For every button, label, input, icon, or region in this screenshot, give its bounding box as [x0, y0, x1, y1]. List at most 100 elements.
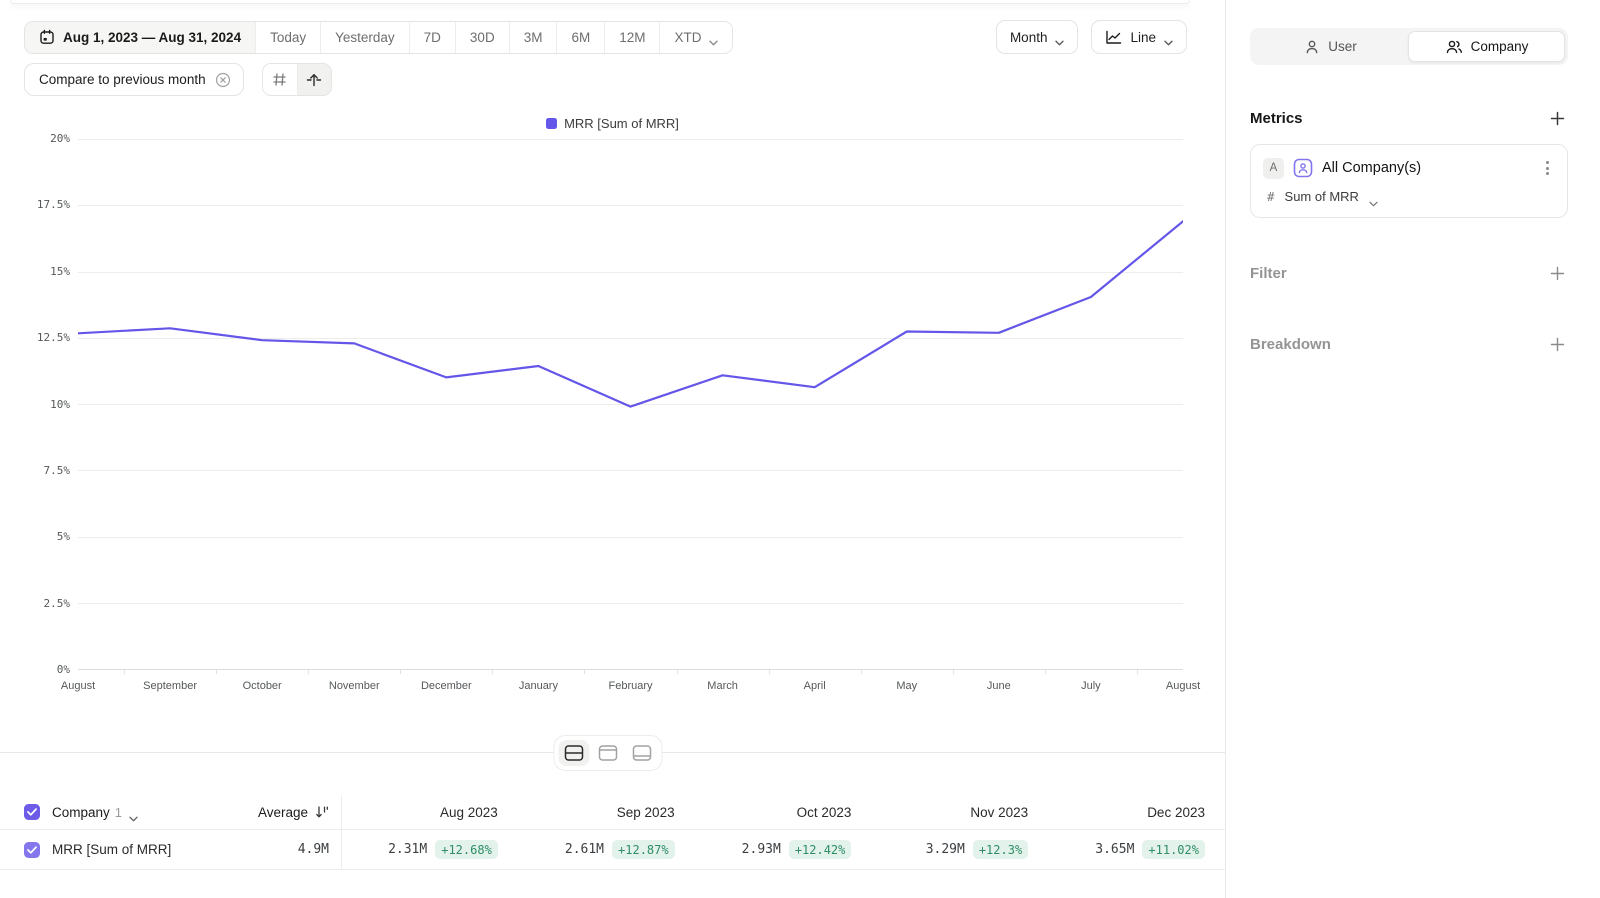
- preset-6m[interactable]: 6M: [556, 21, 605, 53]
- tab-company[interactable]: Company: [1408, 31, 1565, 62]
- delta-badge: +11.02%: [1142, 840, 1205, 859]
- chart-legend[interactable]: MRR [Sum of MRR]: [0, 116, 1225, 131]
- chart-plot-area[interactable]: [76, 139, 1185, 680]
- preset-30d[interactable]: 30D: [454, 21, 509, 53]
- metrics-section-header: Metrics: [1250, 107, 1568, 129]
- add-metric-button[interactable]: [1546, 107, 1568, 129]
- series-line[interactable]: [76, 220, 1185, 408]
- cell-value: 3.65M: [1095, 842, 1135, 857]
- add-filter-button[interactable]: [1546, 262, 1568, 284]
- group-by-dropdown[interactable]: Company 1: [52, 804, 138, 822]
- calendar-icon: [39, 29, 55, 45]
- column-header[interactable]: Oct 2023: [796, 804, 852, 820]
- row-checkbox[interactable]: [24, 841, 40, 858]
- cell-value: 3.29M: [925, 842, 965, 857]
- chart-canvas[interactable]: [76, 139, 1185, 675]
- entity-tabs: User Company: [1250, 28, 1568, 65]
- preset-12m[interactable]: 12M: [604, 21, 660, 53]
- chart-option-toggles: [261, 63, 332, 96]
- split-view-icon: [564, 745, 584, 761]
- chevron-down-icon: [1164, 34, 1173, 46]
- select-all-checkbox[interactable]: [24, 804, 40, 820]
- filter-section-header: Filter: [1250, 262, 1568, 284]
- legend-swatch: [546, 118, 558, 129]
- main-panel: Aug 1, 2023 — Aug 31, 2024 Today Yesterd…: [0, 0, 1225, 870]
- toolbar-secondary: Compare to previous month: [24, 63, 1201, 96]
- grid-hash-icon: [272, 72, 287, 87]
- preset-3m[interactable]: 3M: [508, 21, 557, 53]
- x-axis-tick-label: May: [896, 680, 918, 692]
- remove-compare-icon[interactable]: [215, 72, 231, 88]
- x-axis-tick-label: August: [1165, 680, 1201, 692]
- x-axis-tick-label: February: [608, 680, 653, 692]
- split-view-button[interactable]: [558, 740, 590, 766]
- chevron-down-icon: [129, 809, 138, 822]
- metric-menu-button[interactable]: [1542, 157, 1553, 179]
- delta-badge: +12.42%: [788, 840, 852, 859]
- y-axis-tick-label: 2.5%: [43, 596, 71, 610]
- chart-view-button[interactable]: [592, 740, 624, 766]
- tab-user-label: User: [1328, 39, 1357, 54]
- gridlines-toggle-button[interactable]: [262, 64, 297, 95]
- line-chart-icon: [1105, 30, 1122, 45]
- y-axis-tick-label: 17.5%: [36, 198, 70, 212]
- series-name: MRR [Sum of MRR]: [52, 842, 172, 857]
- chevron-down-icon: [1369, 194, 1378, 206]
- granularity-dropdown[interactable]: Month: [995, 20, 1079, 54]
- preset-xtd-dropdown[interactable]: XTD: [659, 21, 733, 53]
- x-axis-tick-label: November: [328, 680, 380, 692]
- company-card-icon: [1293, 158, 1313, 178]
- x-axis-tick-label: June: [986, 680, 1011, 692]
- x-axis-tick-label: October: [242, 680, 282, 692]
- numeric-hash-icon: #: [1267, 189, 1275, 204]
- add-breakdown-button[interactable]: [1546, 333, 1568, 355]
- tab-user[interactable]: User: [1253, 31, 1408, 62]
- y-axis-tick-label: 12.5%: [36, 331, 70, 345]
- cell-value: 2.61M: [564, 842, 605, 857]
- granularity-label: Month: [1009, 29, 1048, 45]
- y-axis-tick-label: 15%: [50, 264, 70, 278]
- date-range-label: Aug 1, 2023 — Aug 31, 2024: [63, 29, 242, 45]
- chart-view-icon: [598, 745, 618, 761]
- date-range-button[interactable]: Aug 1, 2023 — Aug 31, 2024: [25, 21, 256, 53]
- compare-chip-label: Compare to previous month: [39, 72, 206, 87]
- x-axis-tick-label: April: [803, 680, 826, 692]
- cell-value: 2.31M: [388, 842, 428, 857]
- chart-controls: Month Line: [995, 20, 1187, 54]
- tab-company-label: Company: [1470, 39, 1529, 54]
- config-sidebar: User Company Metrics A All Company(s): [1225, 0, 1600, 898]
- aggregation-dropdown[interactable]: # Sum of MRR: [1263, 189, 1553, 206]
- group-label: Company: [52, 804, 110, 820]
- metrics-title: Metrics: [1250, 109, 1303, 127]
- average-value: 4.9M: [297, 842, 329, 857]
- column-header[interactable]: Aug 2023: [439, 804, 498, 820]
- preset-yesterday[interactable]: Yesterday: [320, 21, 409, 53]
- y-axis-tick-label: 0%: [56, 663, 70, 676]
- sort-icon[interactable]: [315, 805, 329, 819]
- annotations-toggle-button[interactable]: [296, 64, 331, 95]
- top-card-edge: [10, 0, 1190, 4]
- metric-card[interactable]: A All Company(s) # Sum of MRR: [1250, 144, 1568, 218]
- preset-today[interactable]: Today: [255, 21, 321, 53]
- results-table: Company 1 Average Aug 2023 Sep 2023 Oct: [0, 795, 1225, 870]
- x-axis-tick-label: December: [420, 680, 472, 692]
- preset-7d[interactable]: 7D: [408, 21, 455, 53]
- cell-value: 2.93M: [741, 842, 781, 857]
- column-header[interactable]: Nov 2023: [970, 804, 1029, 820]
- column-header[interactable]: Dec 2023: [1147, 804, 1205, 820]
- metric-name: All Company(s): [1322, 160, 1422, 176]
- date-range-group: Aug 1, 2023 — Aug 31, 2024 Today Yesterd…: [24, 20, 734, 54]
- table-view-icon: [632, 745, 652, 761]
- metric-letter-badge: A: [1263, 157, 1284, 179]
- table-view-button[interactable]: [626, 740, 658, 766]
- x-axis-tick-label: August: [60, 680, 96, 692]
- x-axis-tick-label: July: [1081, 680, 1101, 692]
- table-row: MRR [Sum of MRR] 4.9M 2.31M +12.68% 2.61…: [0, 830, 1225, 870]
- compare-chip[interactable]: Compare to previous month: [24, 63, 244, 96]
- x-axis-tick-label: January: [518, 680, 558, 692]
- column-header[interactable]: Sep 2023: [616, 804, 675, 820]
- x-axis-tick-label: September: [143, 680, 197, 692]
- user-icon: [1304, 39, 1320, 55]
- y-axis-tick-label: 20%: [50, 132, 70, 145]
- chart-type-dropdown[interactable]: Line: [1091, 20, 1187, 54]
